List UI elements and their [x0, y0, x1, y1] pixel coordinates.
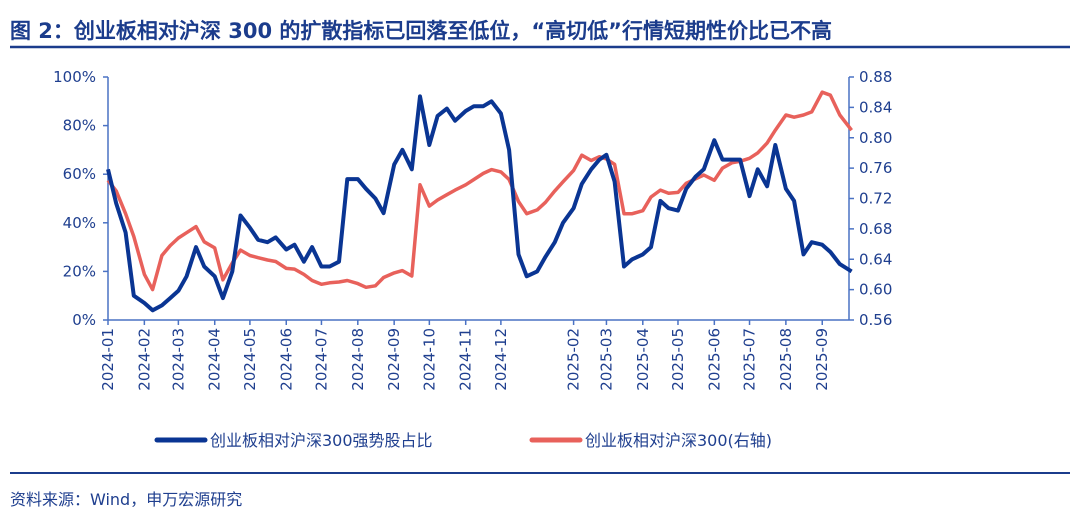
axes: 0% 20% 40% 60% 80% 100% 0.56 0.60 0.64 0.68 0.72 0.…: [53, 68, 892, 391]
x-tick-label: 2025-03: [597, 328, 615, 391]
legend-label-right: 创业板相对沪深300(右轴): [585, 431, 772, 450]
left-tick-label: 40%: [63, 214, 96, 232]
series-line-relative-ratio: [106, 90, 853, 292]
x-tick-label: 2025-02: [565, 328, 583, 391]
x-tick-label: 2024-10: [420, 328, 438, 391]
x-tick-label: 2025-08: [777, 328, 795, 391]
x-tick-label: 2025-07: [741, 328, 759, 391]
right-tick-label: 0.88: [859, 68, 892, 86]
left-tick-label: 60%: [63, 165, 96, 183]
right-tick-label: 0.64: [859, 250, 892, 268]
x-tick-label: 2025-05: [669, 328, 687, 391]
x-tick-label: 2025-04: [634, 328, 652, 391]
legend-label-left: 创业板相对沪深300强势股占比: [210, 431, 433, 450]
chart-title: 图 2：创业板相对沪深 300 的扩散指标已回落至低位，“高切低”行情短期性价比…: [10, 19, 832, 43]
x-tick-label: 2024-06: [277, 328, 295, 391]
x-tick-label: 2024-12: [492, 328, 510, 391]
source-note: 资料来源：Wind，申万宏源研究: [10, 490, 242, 509]
x-tick-label: 2024-11: [457, 328, 475, 391]
right-tick-label: 0.68: [859, 220, 892, 238]
right-tick-label: 0.56: [859, 311, 892, 329]
left-tick-label: 0%: [72, 311, 96, 329]
legend: 创业板相对沪深300强势股占比 创业板相对沪深300(右轴): [154, 431, 772, 450]
x-tick-label: 2024-03: [169, 328, 187, 391]
x-tick-label: 2024-08: [349, 328, 367, 391]
x-tick-label: 2024-04: [206, 328, 224, 391]
right-tick-label: 0.84: [859, 98, 892, 116]
left-tick-label: 80%: [63, 117, 96, 135]
series-line-strong-share: [106, 94, 853, 313]
right-tick-label: 0.60: [859, 281, 892, 299]
right-tick-label: 0.72: [859, 190, 892, 208]
series-lines: [106, 90, 853, 313]
x-tick-label: 2024-05: [241, 328, 259, 391]
x-tick-label: 2025-06: [705, 328, 723, 391]
x-tick-label: 2024-07: [312, 328, 330, 391]
right-tick-label: 0.76: [859, 159, 892, 177]
x-tick-label: 2024-01: [99, 328, 117, 391]
x-tick-label: 2025-09: [813, 328, 831, 391]
left-tick-label: 100%: [53, 68, 96, 86]
right-tick-label: 0.80: [859, 129, 892, 147]
x-tick-label: 2024-02: [135, 328, 153, 391]
x-tick-label: 2024-09: [385, 328, 403, 391]
left-tick-label: 20%: [63, 262, 96, 280]
